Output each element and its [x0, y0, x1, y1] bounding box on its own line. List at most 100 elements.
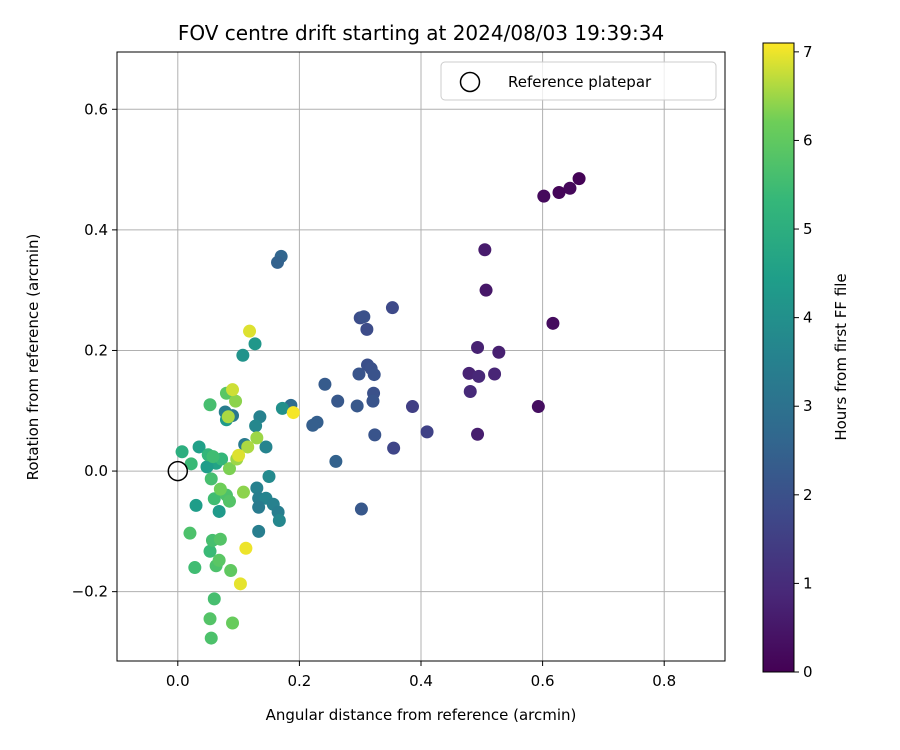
chart-title: FOV centre drift starting at 2024/08/03 …	[178, 21, 664, 45]
legend-entry-reference-platepar: Reference platepar	[508, 73, 652, 91]
y-tick-label: 0.0	[84, 462, 108, 480]
x-tick-label: 0.2	[287, 672, 311, 690]
scatter-point	[479, 283, 493, 297]
scatter-point	[221, 410, 235, 424]
scatter-point	[250, 481, 264, 495]
scatter-point	[531, 400, 545, 414]
scatter-point	[207, 592, 221, 606]
scatter-point	[271, 255, 285, 269]
scatter-point	[188, 561, 202, 575]
scatter-point	[385, 301, 399, 315]
scatter-point	[226, 616, 240, 630]
reference-platepar-marker	[167, 460, 189, 482]
scatter-point	[248, 337, 262, 351]
scatter-point	[243, 324, 257, 338]
colorbar-frame	[762, 42, 795, 673]
colorbar-tick-label: 2	[803, 486, 813, 504]
colorbar: 0 1 2 3 4 5 6 7 Hours from first FF file	[762, 42, 850, 681]
scatter-point	[275, 401, 289, 415]
scatter-point	[272, 514, 286, 528]
scatter-point	[563, 181, 577, 195]
scatter-point	[213, 482, 227, 496]
scatter-point	[203, 612, 217, 626]
colorbar-tick-label: 4	[803, 309, 813, 327]
colorbar-gradient	[763, 43, 794, 672]
x-tick-label: 0.4	[409, 672, 433, 690]
scatter-point	[252, 524, 266, 538]
scatter-point	[306, 418, 320, 432]
x-axis-ticks: 0.0 0.2 0.4 0.6 0.8	[166, 661, 676, 690]
y-tick-label: 0.2	[84, 341, 108, 359]
scatter-point	[350, 399, 364, 413]
scatter-point	[236, 348, 250, 362]
scatter-point	[546, 316, 560, 330]
scatter-point	[471, 340, 485, 354]
scatter-point	[360, 322, 374, 336]
scatter-point	[488, 367, 502, 381]
scatter-point	[204, 472, 218, 486]
scatter-point	[329, 454, 343, 468]
scatter-point	[222, 494, 236, 508]
y-tick-label: −0.2	[72, 583, 108, 601]
scatter-point	[207, 492, 221, 506]
x-tick-label: 0.0	[166, 672, 190, 690]
scatter-point	[184, 457, 198, 471]
legend-open-circle-icon	[459, 71, 481, 93]
scatter-point	[206, 450, 220, 464]
scatter-point	[463, 384, 477, 398]
y-axis-ticks: −0.2 0.0 0.2 0.4 0.6	[72, 100, 117, 601]
scatter-point	[331, 394, 345, 408]
scatter-point	[224, 564, 238, 578]
scatter-point	[233, 577, 247, 591]
colorbar-tick-label: 7	[803, 43, 813, 61]
scatter-point	[213, 532, 227, 546]
legend-box	[440, 61, 717, 101]
scatter-point	[405, 400, 419, 414]
scatter-point	[262, 469, 276, 483]
scatter-point	[478, 243, 492, 257]
scatter-point	[471, 427, 485, 441]
scatter-point	[203, 398, 217, 412]
scatter-point	[354, 502, 368, 516]
colorbar-tick-label: 6	[803, 131, 813, 149]
scatter-point	[252, 500, 266, 514]
scatter-point	[357, 310, 371, 324]
scatter-point	[183, 526, 197, 540]
x-axis-label: Angular distance from reference (arcmin)	[266, 706, 577, 724]
scatter-point	[226, 383, 240, 397]
scatter-point	[192, 440, 206, 454]
scatter-point	[236, 485, 250, 499]
scatter-point	[189, 498, 203, 512]
scatter-point	[492, 345, 506, 359]
x-tick-label: 0.8	[652, 672, 676, 690]
scatter-point	[229, 394, 243, 408]
scatter-point	[368, 428, 382, 442]
scatter-point	[239, 541, 253, 555]
scatter-point	[204, 631, 218, 645]
scatter-point	[352, 367, 366, 381]
scatter-point	[318, 377, 332, 391]
x-tick-label: 0.6	[531, 672, 555, 690]
scatter-point	[552, 185, 566, 199]
y-axis-label: Rotation from reference (arcmin)	[24, 234, 42, 481]
scatter-points	[175, 172, 586, 645]
scatter-point	[387, 441, 401, 455]
legend: Reference platepar	[440, 61, 717, 101]
colorbar-tick-label: 3	[803, 397, 813, 415]
scatter-point	[420, 425, 434, 439]
colorbar-tick-label: 5	[803, 220, 813, 238]
scatter-point	[232, 448, 246, 462]
scatter-point	[175, 445, 189, 459]
scatter-point	[203, 544, 217, 558]
scatter-point	[472, 369, 486, 383]
scatter-point	[259, 440, 273, 454]
scatter-point	[366, 394, 380, 408]
scatter-point	[241, 440, 255, 454]
scatter-point	[249, 419, 263, 433]
scatter-point	[200, 460, 214, 474]
scatter-point	[250, 431, 264, 445]
scatter-point	[286, 406, 300, 420]
scatter-point	[212, 553, 226, 567]
colorbar-tick-label: 1	[803, 574, 813, 592]
